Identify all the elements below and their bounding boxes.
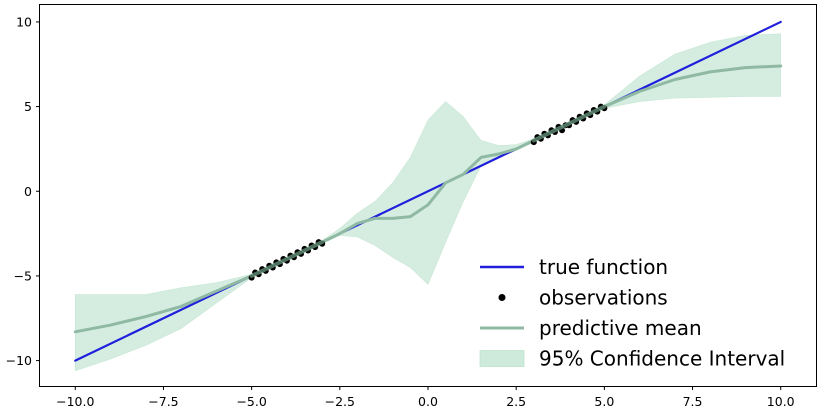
y-tick-label: −5	[14, 268, 32, 283]
legend-label-95-confidence-interval: 95% Confidence Interval	[539, 347, 785, 371]
observation-points-layer	[248, 103, 608, 281]
predictive-mean-line	[73, 64, 783, 334]
y-tick-label: 0	[24, 184, 32, 199]
y-tick-label: 10	[16, 14, 32, 29]
confidence-band	[74, 33, 782, 372]
predictive-mean-overlay	[531, 104, 607, 143]
series-line-layer	[73, 20, 783, 362]
y-axis-ticks: −10 −5 0 5 10	[6, 14, 40, 368]
x-tick-label: 0.0	[418, 394, 438, 409]
y-tick-label: 5	[24, 99, 32, 114]
y-tick-label: −10	[6, 353, 32, 368]
predictive-mean-overlay	[249, 240, 325, 278]
x-axis-ticks: −10.0 −7.5 −5.0 −2.5 0.0 2.5 5.0 7.5 10.0	[56, 386, 795, 409]
legend: true function observations predictive mean…	[479, 255, 785, 371]
x-tick-label: 2.5	[506, 394, 526, 409]
legend-label-predictive-mean: predictive mean	[539, 316, 702, 340]
x-tick-label: −7.5	[148, 394, 178, 409]
legend-label-true-function: true function	[539, 255, 668, 279]
x-tick-label: −5.0	[236, 394, 266, 409]
x-tick-label: −10.0	[56, 394, 94, 409]
legend-swatch-observations	[498, 294, 506, 301]
x-tick-label: 10.0	[767, 394, 795, 409]
x-tick-label: 5.0	[594, 394, 614, 409]
x-tick-label: 7.5	[683, 394, 703, 409]
true-function-line	[74, 20, 782, 362]
confidence-band-layer	[74, 33, 782, 372]
x-tick-label: −2.5	[325, 394, 355, 409]
legend-label-observations: observations	[539, 286, 668, 310]
legend-swatch-95-confidence-interval	[479, 350, 525, 367]
